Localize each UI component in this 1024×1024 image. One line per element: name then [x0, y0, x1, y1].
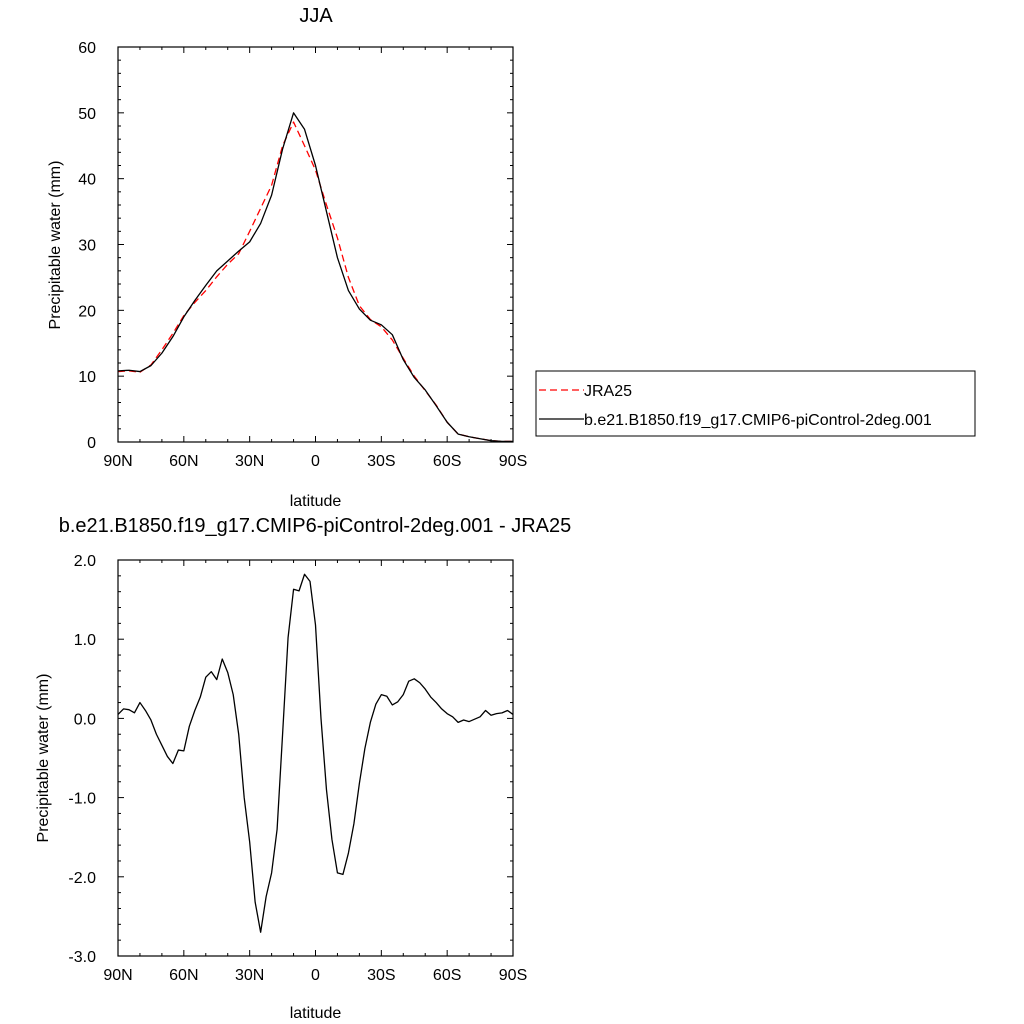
top-axis-ticks: 90N 60N 30N 0 30S 60S 90S 0 10 20 30 40 50 60 — [78, 40, 527, 470]
bottom-y-tick-label: -2.0 — [68, 870, 96, 887]
bottom-plot-frame — [117, 559, 514, 957]
top-chart-marks — [117, 112, 513, 442]
top-x-axis-label: latitude — [290, 493, 342, 510]
bottom-y-axis-label: Precipitable water (mm) — [35, 674, 52, 843]
top-chart-title: JJA — [299, 5, 333, 27]
top-y-tick-label: 60 — [78, 40, 96, 57]
top-x-tick-label: 60N — [169, 453, 198, 470]
top-y-tick-label: 50 — [78, 106, 96, 123]
bottom-x-tick-label: 90N — [103, 967, 132, 984]
bottom-x-tick-label: 30S — [367, 967, 395, 984]
legend-box — [535, 370, 976, 437]
bottom-x-tick-label: 30N — [235, 967, 264, 984]
bottom-y-tick-label: 1.0 — [74, 632, 96, 649]
bottom-y-tick-label: 0.0 — [74, 711, 96, 728]
top-series-line-0 — [117, 121, 513, 442]
top-x-tick-label: 30S — [367, 453, 395, 470]
top-x-tick-label: 90S — [499, 453, 527, 470]
legend: JRA25 b.e21.B1850.f19_g17.CMIP6-piContro… — [535, 370, 976, 437]
bottom-x-tick-label: 60N — [169, 967, 198, 984]
top-x-tick-label: 30N — [235, 453, 264, 470]
bottom-x-tick-label: 60S — [433, 967, 461, 984]
bottom-panel: b.e21.B1850.f19_g17.CMIP6-piControl-2deg… — [35, 515, 571, 1022]
bottom-y-tick-label: 2.0 — [74, 553, 96, 570]
top-series-line-1 — [117, 112, 513, 442]
bottom-y-tick-label: -3.0 — [68, 949, 96, 966]
top-x-tick-label: 90N — [103, 453, 132, 470]
legend-label-jra25: JRA25 — [584, 383, 632, 400]
bottom-x-tick-label: 90S — [499, 967, 527, 984]
top-x-tick-label: 0 — [311, 453, 320, 470]
bottom-axis-ticks: 90N 60N 30N 0 30S 60S 90S -3.0 -2.0 -1.0 0.0 1.0 2.0 — [68, 553, 527, 984]
top-x-tick-label: 60S — [433, 453, 461, 470]
top-y-tick-label: 0 — [87, 435, 96, 452]
top-y-tick-label: 40 — [78, 172, 96, 189]
top-y-axis-label: Precipitable water (mm) — [47, 161, 64, 330]
legend-label-model: b.e21.B1850.f19_g17.CMIP6-piControl-2deg… — [584, 412, 932, 429]
bottom-x-tick-label: 0 — [311, 967, 320, 984]
top-plot-frame — [117, 46, 514, 443]
bottom-chart-title: b.e21.B1850.f19_g17.CMIP6-piControl-2deg… — [59, 515, 572, 537]
bottom-chart-marks — [117, 573, 514, 933]
bottom-series-line-0 — [117, 573, 514, 933]
top-y-tick-label: 30 — [78, 238, 96, 255]
top-panel: JJA 90N 60N 30N 0 30S 60S 90S 0 10 20 30 40 50 60 lat… — [47, 5, 527, 510]
bottom-x-axis-label: latitude — [290, 1005, 342, 1022]
bottom-y-tick-label: -1.0 — [68, 791, 96, 808]
top-y-tick-label: 20 — [78, 303, 96, 320]
top-y-tick-label: 10 — [78, 369, 96, 386]
